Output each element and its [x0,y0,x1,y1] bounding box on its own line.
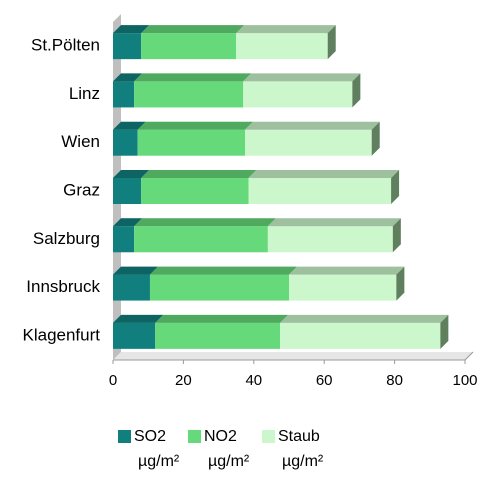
x-tick-label: 80 [386,372,403,389]
bar-top-shade [141,25,245,34]
bar-top-shade [134,73,252,82]
legend-unit: µg/m² [208,453,250,470]
bar-top-shade [280,314,449,323]
bar-segment [289,274,397,301]
x-tick-label: 40 [245,372,262,389]
bar-top [267,218,401,227]
bar-top-shade [248,170,400,178]
bar-segment [243,81,353,108]
bar-top [236,25,336,34]
bar-top-shade [245,121,380,130]
bar-top [113,218,143,227]
bar-segment [113,129,138,156]
bar-top [137,121,253,130]
bar-side [392,218,401,253]
y-tick-label: Wien [61,132,100,151]
bar-top-shade [155,314,289,323]
bar-top-shade [113,218,143,227]
bar-top [155,314,289,323]
bar-top [113,170,150,178]
bar-top-shade [113,25,150,34]
bar-segment [141,178,249,204]
bar-top-shade [149,266,297,275]
bar-top [141,170,257,178]
bar-top-shade [113,314,164,323]
bar-segment [236,33,328,60]
bar-side [391,170,400,204]
bar-side [352,73,361,108]
bar-top [243,73,361,82]
bar-segment [134,81,244,108]
bar-side [440,314,449,349]
bar-side [371,121,380,156]
legend-unit: µg/m² [282,453,324,470]
bar-segment [113,33,142,60]
bar-segment [155,322,281,349]
bar-top [113,314,164,323]
bar-segment [113,274,150,301]
y-tick-label: Linz [69,84,100,103]
bar-top [245,121,380,130]
legend-label: Staub [278,428,320,445]
bar-top-shade [137,121,253,130]
legend-label: NO2 [204,428,237,445]
y-tick-label: Graz [63,180,100,199]
bar-top-shade [289,266,405,275]
bar-top-shade [134,218,276,227]
bar-top-shade [113,121,146,130]
bar-top-shade [236,25,336,34]
y-tick-label: Salzburg [33,229,100,248]
bar-segment [137,129,245,156]
bar-segment [134,226,268,253]
bar-segment [267,226,393,253]
bar-top-shade [267,218,401,227]
legend-swatch [262,430,275,443]
bar-top [141,25,245,34]
bar-top [113,25,150,34]
x-tick-label: 100 [452,372,477,389]
bar-top-shade [113,170,150,178]
legend-swatch [188,430,201,443]
bar-segment [245,129,372,156]
bar-top [113,266,158,275]
bar-top [134,218,276,227]
legend-swatch [118,430,131,443]
floor-edge [464,351,474,361]
bar-top [280,314,449,323]
bar-top-shade [113,73,143,82]
bar-segment [113,81,135,108]
bar-top [134,73,252,82]
floor [113,352,473,360]
bar-segment [149,274,289,301]
bar-segment [113,178,142,204]
bar-segment [113,226,135,253]
bar-side [396,266,405,301]
bar-top-shade [243,73,361,82]
bar-top-shade [113,266,158,275]
bar-top [113,121,146,130]
y-tick-label: St.Pölten [31,36,100,55]
bar-top [248,170,400,178]
y-tick-label: Innsbruck [26,277,100,296]
legend-unit: µg/m² [138,453,180,470]
x-tick-label: 0 [109,372,117,389]
bar-top-shade [141,170,257,178]
bar-segment [141,33,237,60]
bar-segment [113,322,156,349]
bar-top [113,73,143,82]
y-tick-label: Klagenfurt [23,325,101,344]
bar-side [327,25,336,60]
bar-top [149,266,297,275]
bar-segment [248,178,392,204]
legend-label: SO2 [134,428,166,445]
x-tick-label: 60 [316,372,333,389]
bar-segment [280,322,441,349]
bar-top [289,266,405,275]
x-tick-label: 20 [175,372,192,389]
